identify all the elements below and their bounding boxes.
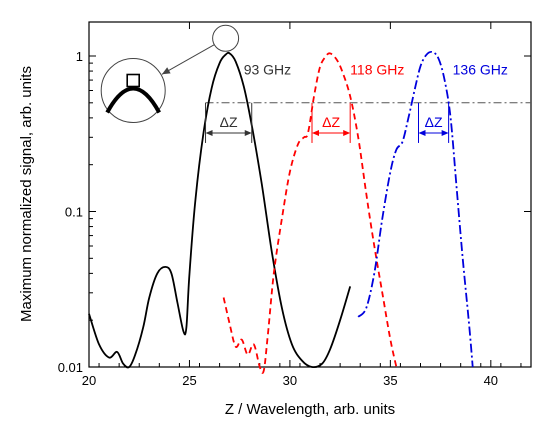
delta-arrowhead-right bbox=[343, 129, 351, 136]
x-tick-label: 40 bbox=[484, 373, 498, 388]
axis-tick-labels: 20 25 30 35 40 0.01 0.1 1 bbox=[58, 49, 498, 388]
x-axis-label: Z / Wavelength, arb. units bbox=[225, 401, 395, 418]
inset-source-circle bbox=[212, 24, 240, 52]
inset-connector-arrow bbox=[161, 44, 215, 75]
delta-arrowhead-left bbox=[312, 129, 320, 136]
inset-connector-arrowhead bbox=[161, 67, 171, 75]
x-tick-label: 30 bbox=[283, 373, 297, 388]
x-tick-label: 25 bbox=[182, 373, 196, 388]
y-tick-label: 1 bbox=[76, 49, 83, 64]
delta-label: ΔZ bbox=[322, 114, 340, 130]
inset-peak-curve bbox=[105, 86, 161, 114]
delta-markers: ΔZ ΔZ ΔZ bbox=[205, 102, 450, 143]
series-line-2 bbox=[222, 52, 398, 374]
inset-magnifier bbox=[100, 24, 240, 123]
series-annotation: 118 GHz bbox=[350, 61, 404, 77]
y-axis-label: Maximum normalized signal, arb. units bbox=[18, 66, 35, 322]
y-tick-label: 0.01 bbox=[58, 360, 83, 375]
series-annotation: 136 GHz bbox=[453, 61, 508, 77]
series-layer bbox=[88, 50, 474, 374]
x-tick-label: 20 bbox=[82, 373, 96, 388]
y-tick-label: 0.1 bbox=[65, 205, 83, 220]
delta-arrowhead-left bbox=[205, 129, 213, 136]
delta-label: ΔZ bbox=[220, 114, 238, 130]
series-annotation: 93 GHz bbox=[244, 61, 291, 77]
delta-arrowhead-left bbox=[418, 129, 426, 136]
delta-label: ΔZ bbox=[425, 114, 443, 130]
series-annotations: 93 GHz 118 GHz 136 GHz bbox=[244, 61, 508, 77]
series-line-3 bbox=[357, 50, 474, 368]
delta-arrowhead-right bbox=[441, 129, 449, 136]
series-line-1 bbox=[88, 51, 352, 369]
x-tick-label: 35 bbox=[383, 373, 397, 388]
inset-peak-square bbox=[126, 73, 140, 88]
delta-arrowhead-right bbox=[244, 129, 252, 136]
